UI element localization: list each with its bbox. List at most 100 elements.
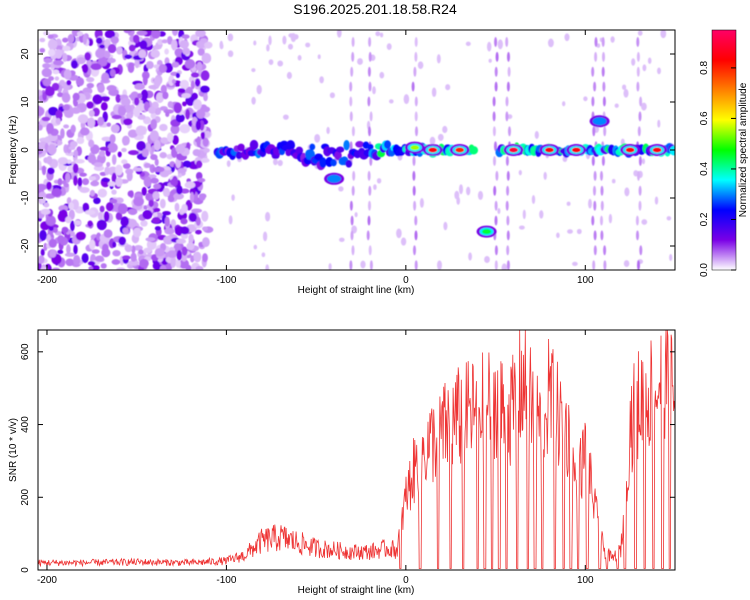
faint-cell — [641, 219, 648, 225]
faint-cell — [437, 133, 444, 141]
noise-cell — [76, 31, 84, 37]
faint-cell — [522, 209, 526, 220]
noise-cell — [62, 104, 70, 111]
noise-cell — [57, 249, 64, 255]
noise-cell — [153, 139, 161, 151]
noise-cell — [64, 252, 76, 257]
ridge-cell — [355, 141, 364, 148]
colorbar-tick-label: 0.6 — [699, 111, 710, 125]
streak-cell — [638, 200, 642, 211]
noise-cell — [143, 162, 152, 168]
noise-cell — [87, 261, 96, 266]
noise-cell — [175, 238, 187, 244]
hotspot-core — [509, 147, 518, 153]
faint-cell — [253, 244, 258, 250]
faint-cell — [338, 186, 344, 192]
streak-cell — [508, 126, 511, 137]
streak-cell — [369, 111, 373, 122]
streak-cell — [351, 51, 355, 62]
noise-cell — [201, 237, 210, 248]
noise-cell — [126, 218, 138, 228]
streak-cell — [368, 37, 372, 47]
noise-cell — [150, 154, 158, 161]
noise-cell — [100, 102, 108, 111]
noise-cell — [96, 37, 103, 44]
streak-cell — [414, 230, 418, 241]
streak-cell — [639, 96, 643, 107]
noise-cell — [142, 74, 148, 86]
snr-y-ticks: 0 200 400 600 — [20, 343, 675, 573]
noise-cell — [109, 134, 116, 144]
noise-cell — [201, 210, 209, 222]
noise-cell — [115, 94, 121, 103]
noise-cell — [39, 47, 46, 53]
faint-cell — [624, 187, 630, 197]
streak-cell — [507, 66, 511, 77]
streak-cell — [506, 81, 510, 92]
streak-cell — [635, 215, 639, 226]
noise-cell — [106, 161, 111, 168]
noise-cell — [73, 220, 82, 226]
colorbar-tick-label: 0.0 — [699, 263, 710, 277]
streak-cell — [602, 81, 606, 92]
streak-cell — [492, 111, 496, 122]
noise-cell — [123, 30, 132, 34]
noise-cell — [202, 226, 208, 231]
x-tick-label: 100 — [577, 575, 594, 586]
noise-cell — [68, 145, 76, 151]
noise-cell — [106, 122, 112, 127]
ridge-cell — [295, 146, 304, 155]
faint-cell — [518, 169, 522, 176]
noise-cell — [91, 249, 100, 254]
noise-cell — [134, 97, 140, 106]
noise-cell — [66, 244, 71, 255]
y-tick-label: 20 — [20, 48, 31, 60]
noise-cell — [38, 106, 45, 117]
noise-cell — [139, 258, 149, 268]
noise-cell — [97, 188, 108, 198]
colorbar-ticks: 0.0 0.2 0.4 0.6 0.8 — [699, 61, 736, 277]
noise-cell — [195, 30, 206, 38]
noise-cell — [136, 30, 148, 36]
noise-cell — [48, 49, 56, 57]
colorbar: 0.0 0.2 0.4 0.6 0.8 Normalized spectral ampl… — [699, 29, 749, 277]
faint-cell — [282, 35, 287, 45]
noise-cell — [171, 79, 176, 84]
spectrogram-cells — [38, 30, 675, 270]
noise-cell — [157, 38, 164, 46]
noise-cell — [47, 34, 54, 39]
noise-cell — [194, 78, 201, 87]
noise-cell — [192, 99, 202, 110]
faint-cell — [576, 228, 582, 235]
hotspot-core — [482, 229, 492, 235]
noise-cell — [201, 52, 212, 64]
noise-cell — [195, 265, 204, 270]
ridge-cell — [383, 140, 392, 149]
snr-x-ticks: -200 -100 0 100 — [37, 330, 594, 586]
ridge-cell — [345, 159, 353, 168]
noise-cell — [93, 197, 101, 205]
ridge-cell — [319, 157, 327, 168]
noise-cell — [77, 177, 83, 187]
streak-cell — [349, 111, 353, 122]
noise-cell — [71, 60, 78, 69]
noise-cell — [117, 151, 122, 158]
noise-cell — [82, 202, 90, 213]
x-tick-label: 0 — [403, 575, 409, 586]
faint-cell — [458, 184, 464, 195]
noise-cell — [76, 56, 86, 65]
streak-cell — [638, 185, 642, 196]
noise-cell — [51, 188, 62, 197]
noise-cell — [143, 176, 152, 188]
noise-cell — [70, 140, 78, 148]
noise-cell — [86, 76, 95, 83]
x-tick-label: 100 — [577, 275, 594, 286]
x-tick-label: 0 — [403, 275, 409, 286]
noise-cell — [145, 237, 156, 242]
streak-cell — [494, 215, 498, 226]
noise-cell — [162, 187, 170, 197]
noise-cell — [143, 247, 152, 254]
streak-cell — [366, 230, 370, 241]
streak-cell — [494, 245, 498, 256]
faint-cell — [403, 94, 410, 105]
